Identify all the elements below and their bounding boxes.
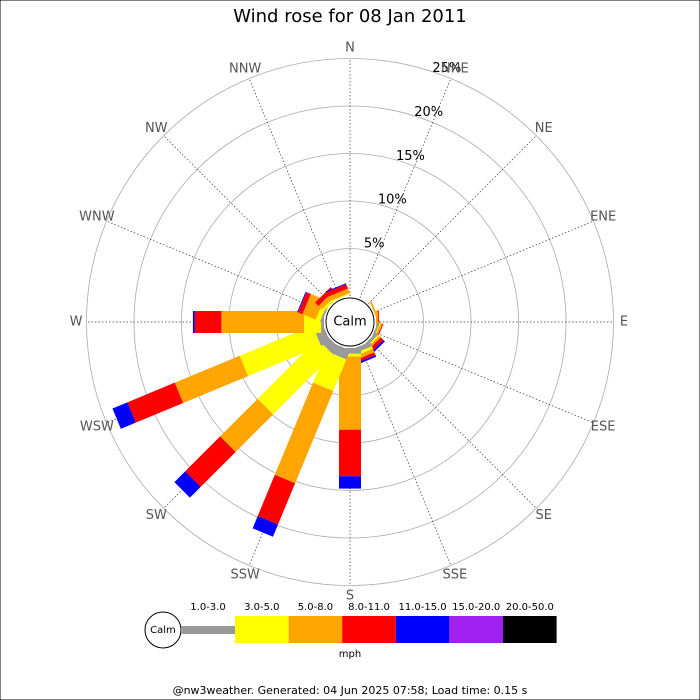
calm-label: Calm: [333, 315, 366, 330]
bar-segment: [239, 325, 321, 377]
r-tick-label: 5%: [364, 237, 385, 252]
bar-segment: [112, 402, 136, 429]
bar-segment: [192, 311, 195, 333]
spoke: [163, 135, 332, 304]
bar-segment: [298, 292, 311, 315]
spoke: [373, 220, 594, 313]
legend-label: 20.0-50.0: [506, 602, 554, 613]
grid-ring: [86, 58, 614, 586]
chart-title: Wind rose for 08 Jan 2011: [233, 6, 467, 27]
bars: [112, 283, 385, 537]
bar-segment: [194, 311, 222, 333]
legend-label: 8.0-11.0: [348, 602, 390, 613]
spoke: [359, 78, 452, 299]
bar-segment: [257, 338, 334, 415]
bar-segment: [174, 471, 201, 498]
bar-segment: [220, 398, 274, 452]
bar-segment: [127, 382, 184, 423]
direction-label: WNW: [79, 210, 115, 225]
r-tick-label: 25%: [432, 61, 461, 76]
legend-swatch: [181, 626, 235, 634]
legend-swatch: [288, 616, 343, 643]
bar-segment: [339, 476, 361, 489]
legend-calm-label: Calm: [150, 625, 176, 636]
direction-label: SSW: [230, 568, 260, 583]
spoke: [373, 331, 594, 424]
direction-label: ESE: [591, 419, 616, 434]
bar-segment: [312, 351, 347, 392]
calm-circle: [325, 297, 375, 347]
r-tick-label: 10%: [378, 193, 407, 208]
bar-segment: [325, 284, 349, 297]
direction-label: W: [70, 315, 83, 330]
spoke: [106, 220, 327, 313]
bar-segment: [327, 288, 350, 302]
legend-swatch: [342, 616, 396, 643]
direction-label: WSW: [80, 419, 114, 434]
spoke: [248, 78, 341, 299]
legend-label: 3.0-5.0: [244, 602, 279, 613]
legend: Calm 1.0-3.0 3.0-5.0 5.0-8.0 8.0-11.0 11.0-1…: [144, 602, 557, 649]
bar-segment: [274, 382, 334, 484]
bar-segment: [297, 291, 307, 313]
direction-label: SW: [146, 508, 167, 523]
direction-label: S: [346, 589, 354, 604]
bar-segment: [339, 356, 361, 430]
bar-segment: [325, 283, 347, 293]
unit-label: mph: [339, 649, 361, 660]
bar-segment: [339, 353, 361, 357]
r-tick-label: 15%: [396, 149, 425, 164]
direction-label: NE: [535, 121, 553, 136]
legend-swatch: [449, 616, 503, 643]
bar-segment: [329, 292, 351, 303]
legend-label: 1.0-3.0: [190, 602, 225, 613]
direction-label: E: [620, 315, 628, 330]
direction-label: N: [345, 41, 355, 56]
bar-segment: [339, 348, 361, 354]
legend-label: 5.0-8.0: [298, 602, 333, 613]
direction-label: NNE: [441, 61, 469, 76]
direction-label: NW: [145, 121, 168, 136]
footer: @nw3weather. Generated: 04 Jun 2025 07:5…: [173, 684, 528, 697]
bar-segment: [257, 474, 296, 525]
spoke: [368, 340, 537, 509]
direction-label: SE: [536, 508, 552, 523]
bar-segment: [339, 429, 361, 477]
r-tick-label: 20%: [414, 105, 443, 120]
direction-label: NNW: [229, 61, 261, 76]
direction-label: ENE: [590, 210, 616, 225]
bar-segment: [185, 436, 236, 487]
direction-label: SSE: [442, 568, 467, 583]
legend-label: 15.0-20.0: [452, 602, 500, 613]
legend-swatch: [503, 616, 557, 643]
spoke: [359, 345, 452, 566]
bar-segment: [221, 311, 305, 333]
bar-segment: [174, 355, 249, 404]
legend-swatch: [235, 616, 289, 643]
spoke: [368, 135, 537, 304]
legend-swatch: [395, 616, 450, 643]
legend-label: 11.0-15.0: [399, 602, 447, 613]
bar-segment: [252, 516, 279, 537]
grid: 5% 10% 15% 20% 25% N NNE NE ENE E ESE SE SSE S SSW SW WS…: [70, 41, 629, 604]
grid-ring: [181, 153, 519, 491]
